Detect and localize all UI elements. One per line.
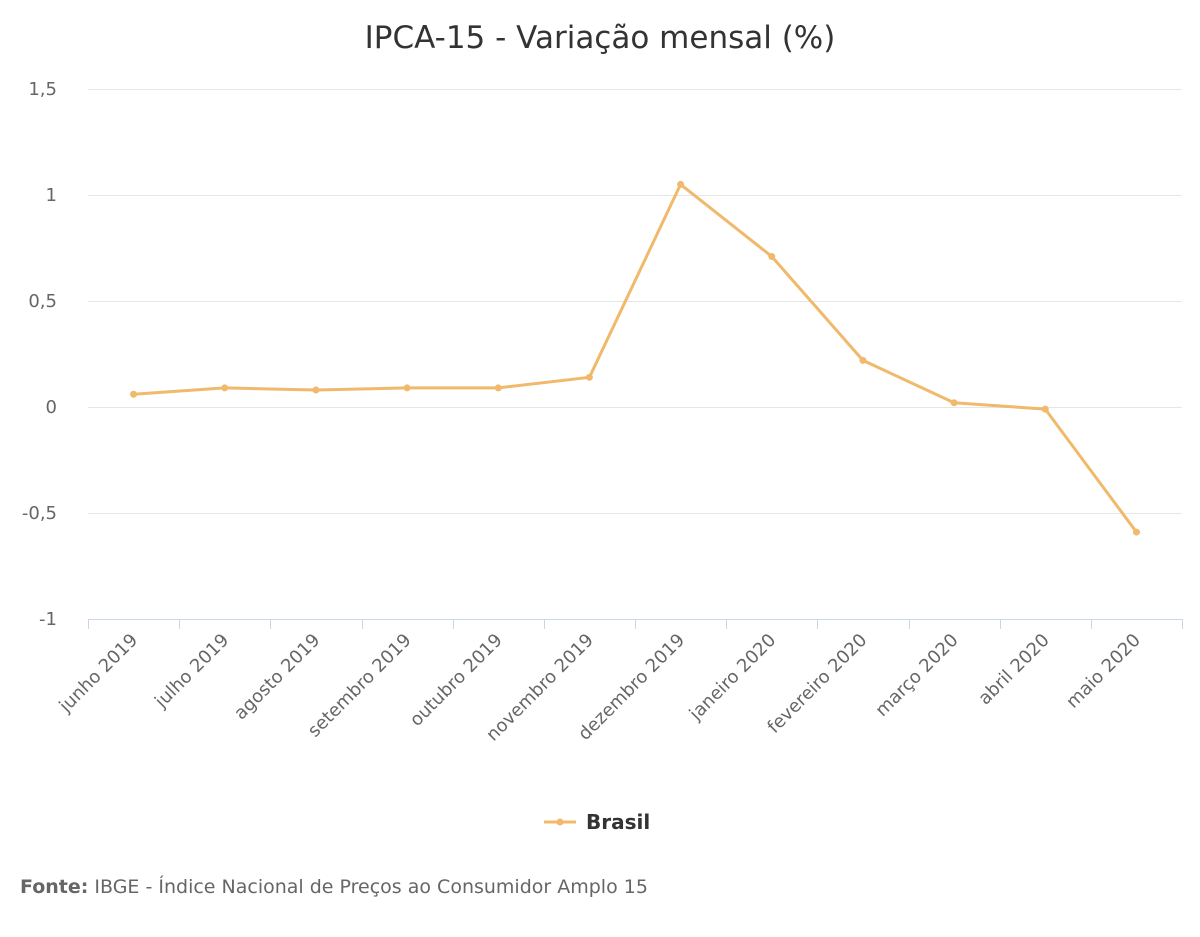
y-tick-label: 0,5 [28,291,57,312]
data-point[interactable] [221,384,229,392]
source-prefix: Fonte: [20,876,89,898]
x-tick-label: agosto 2019 [230,630,324,724]
y-tick-label: 1 [46,185,57,206]
data-point[interactable] [677,180,685,188]
source-note: Fonte: IBGE - Índice Nacional de Preços … [20,876,648,898]
x-tick-label: janeiro 2020 [685,630,781,726]
data-point[interactable] [950,399,958,407]
data-point[interactable] [1132,528,1140,536]
x-tick-label: maio 2020 [1062,630,1145,713]
legend-item-brasil[interactable]: Brasil [586,810,650,834]
x-tick-label: fevereiro 2020 [763,630,871,738]
data-point[interactable] [312,386,320,394]
legend-swatch-marker [556,818,564,826]
x-tick-label: março 2020 [871,630,962,721]
legend[interactable]: Brasil [544,810,650,834]
source-text: IBGE - Índice Nacional de Preços ao Cons… [88,876,648,898]
y-tick-label: -1 [39,609,57,630]
x-tick-label: junho 2019 [55,630,143,718]
x-tick-label: abril 2020 [974,630,1053,709]
y-axis: 1,5 1 0,5 0 -0,5 -1 [22,79,57,630]
data-point[interactable] [403,384,411,392]
grid [88,89,1182,514]
x-tick-label: outubro 2019 [406,630,507,731]
y-tick-label: -0,5 [22,503,57,524]
data-point[interactable] [859,356,867,364]
y-tick-label: 1,5 [28,79,57,100]
x-tick-label: julho 2019 [150,630,233,713]
chart-title: IPCA-15 - Variação mensal (%) [365,20,836,56]
data-point[interactable] [768,252,776,260]
series [130,180,1140,536]
data-point[interactable] [494,384,502,392]
data-point[interactable] [585,373,593,381]
data-point[interactable] [130,390,138,398]
y-tick-label: 0 [46,397,57,418]
data-point[interactable] [1041,405,1049,413]
series-line-brasil [132,182,1138,534]
